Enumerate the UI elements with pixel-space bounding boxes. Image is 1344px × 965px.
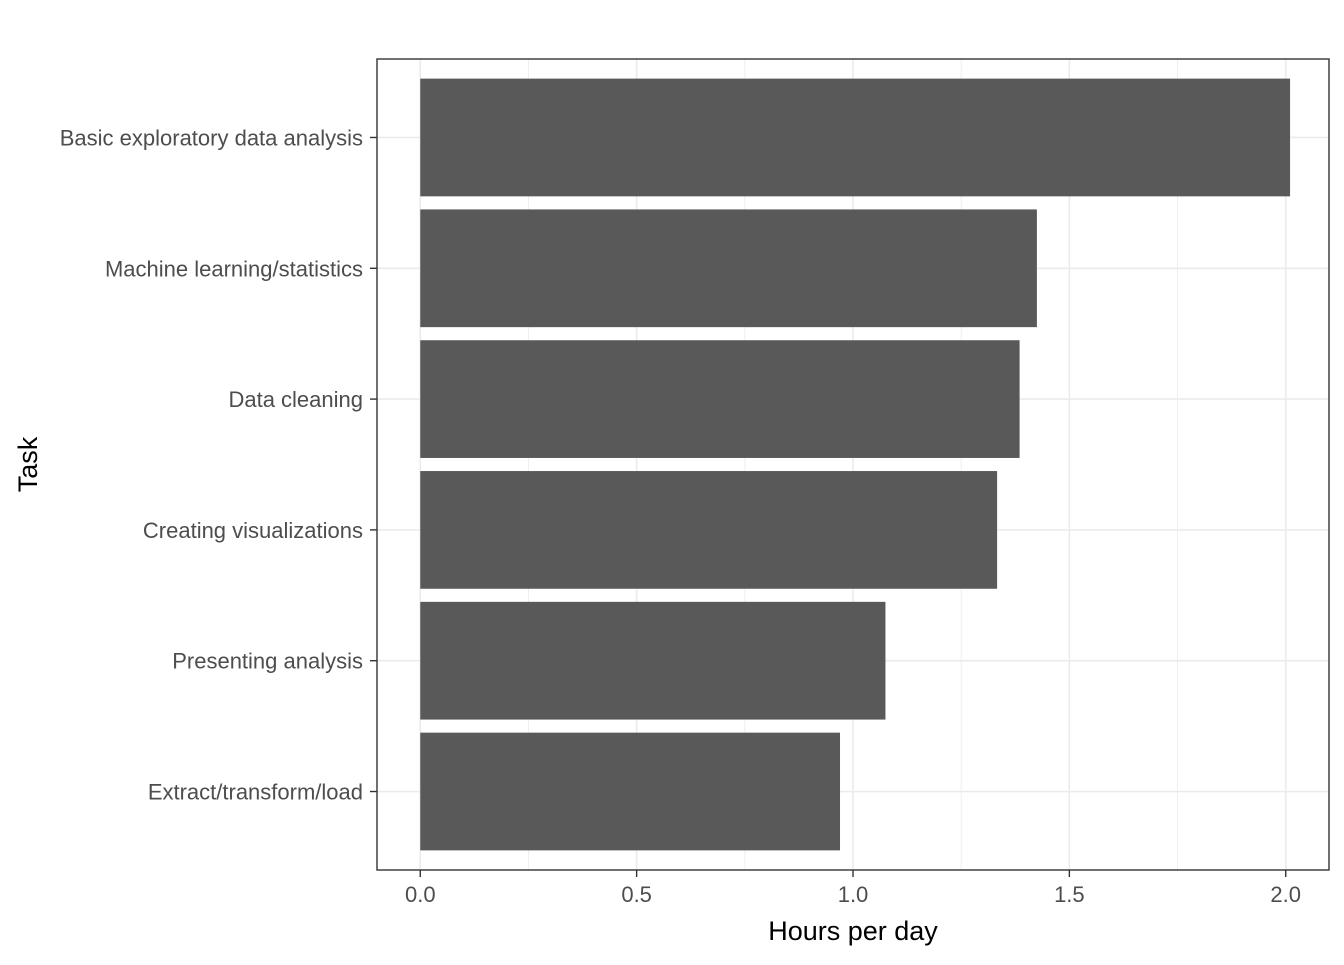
x-axis-title: Hours per day bbox=[768, 916, 938, 946]
x-axis: 0.0 0.5 1.0 1.5 2.0 bbox=[405, 870, 1301, 907]
y-tick-label: Machine learning/statistics bbox=[105, 256, 363, 281]
y-tick-label: Creating visualizations bbox=[143, 518, 363, 543]
x-tick-label: 2.0 bbox=[1270, 882, 1301, 907]
y-tick-label: Basic exploratory data analysis bbox=[60, 125, 363, 150]
bar bbox=[420, 340, 1020, 458]
y-tick-label: Extract/transform/load bbox=[148, 780, 363, 805]
x-tick-label: 1.5 bbox=[1054, 882, 1085, 907]
y-tick-label: Presenting analysis bbox=[172, 649, 363, 674]
bar bbox=[420, 471, 998, 589]
bar bbox=[420, 601, 886, 720]
y-axis: Basic exploratory data analysis Machine l… bbox=[60, 125, 377, 805]
y-axis-title: Task bbox=[13, 436, 43, 492]
x-tick-label: 0.5 bbox=[621, 882, 652, 907]
bar bbox=[420, 209, 1037, 328]
bar bbox=[420, 78, 1291, 197]
x-tick-label: 0.0 bbox=[405, 882, 436, 907]
x-tick-label: 1.0 bbox=[838, 882, 869, 907]
bars bbox=[420, 78, 1291, 851]
bar bbox=[420, 732, 841, 851]
y-tick-label: Data cleaning bbox=[228, 387, 363, 412]
